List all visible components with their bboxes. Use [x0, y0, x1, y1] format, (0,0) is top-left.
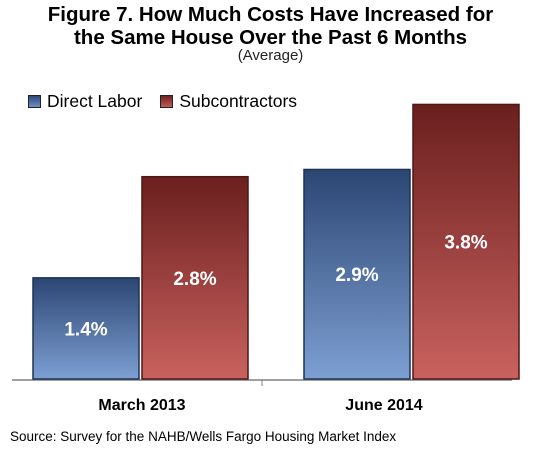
legend-swatch-direct-labor [28, 95, 41, 108]
source-caption: Source: Survey for the NAHB/Wells Fargo … [10, 429, 397, 444]
data-label-subcontractors-june-2014: 3.8% [444, 233, 487, 254]
legend-item-subcontractors: Subcontractors [160, 91, 297, 112]
chart-title-line-1: Figure 7. How Much Costs Have Increased … [47, 3, 494, 26]
data-label-direct-labor-june-2014: 2.9% [335, 265, 378, 286]
data-label-subcontractors-march-2013: 2.8% [173, 269, 216, 290]
bar-direct-labor-june-2014 [303, 168, 411, 380]
data-label-direct-labor-march-2013: 1.4% [64, 319, 107, 340]
legend-item-direct-labor: Direct Labor [28, 91, 142, 112]
bar-subcontractors-june-2014 [412, 103, 520, 380]
bar-direct-labor-march-2013 [32, 277, 140, 380]
chart-subtitle: (Average) [237, 47, 304, 64]
legend-label-direct-labor: Direct Labor [47, 91, 143, 111]
bar-subcontractors-march-2013 [141, 175, 249, 380]
category-label-march-2013: March 2013 [98, 397, 185, 414]
legend: Direct Labor Subcontractors [28, 91, 315, 112]
category-label-june-2014: June 2014 [345, 397, 422, 414]
legend-label-subcontractors: Subcontractors [179, 91, 298, 111]
chart-title-line-2: the Same House Over the Past 6 Months [73, 26, 468, 49]
legend-swatch-subcontractors [160, 95, 174, 108]
